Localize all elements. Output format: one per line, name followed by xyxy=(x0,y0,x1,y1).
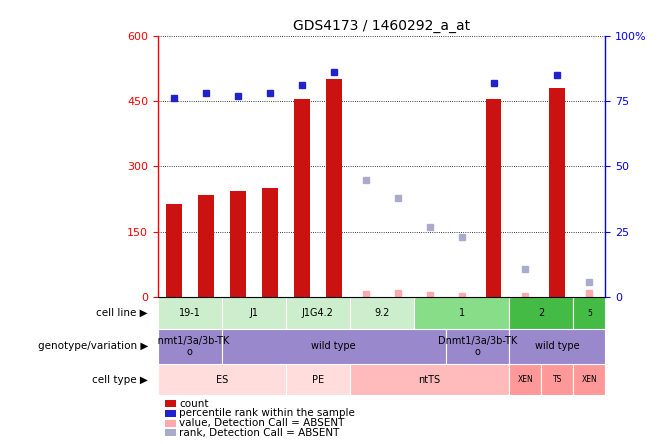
Bar xyxy=(486,99,501,297)
Bar xyxy=(414,297,509,329)
Text: XEN: XEN xyxy=(518,375,534,384)
Bar xyxy=(349,36,382,297)
Bar xyxy=(509,364,542,395)
Text: TS: TS xyxy=(617,375,626,384)
Text: XEN: XEN xyxy=(582,375,597,384)
Bar xyxy=(286,364,349,395)
Text: percentile rank within the sample: percentile rank within the sample xyxy=(179,408,355,418)
Bar xyxy=(158,36,190,297)
Bar xyxy=(478,36,509,297)
Bar xyxy=(230,190,246,297)
Bar xyxy=(573,36,605,297)
Bar xyxy=(158,364,286,395)
Text: Dnmt1/3a/3b-TK
o: Dnmt1/3a/3b-TK o xyxy=(150,336,230,357)
Text: wild type: wild type xyxy=(535,341,580,351)
Text: 5: 5 xyxy=(587,309,592,317)
Bar xyxy=(542,364,573,395)
Text: 2: 2 xyxy=(538,308,545,318)
Bar xyxy=(414,36,445,297)
Bar xyxy=(382,36,414,297)
Text: genotype/variation ▶: genotype/variation ▶ xyxy=(38,341,148,351)
Bar xyxy=(254,36,286,297)
Text: PE: PE xyxy=(312,375,324,385)
Title: GDS4173 / 1460292_a_at: GDS4173 / 1460292_a_at xyxy=(293,19,470,33)
Bar xyxy=(605,364,638,395)
Text: 1: 1 xyxy=(459,308,465,318)
Bar xyxy=(166,204,182,297)
Bar xyxy=(293,99,310,297)
Text: J1: J1 xyxy=(249,308,259,318)
Bar xyxy=(445,329,509,364)
Bar xyxy=(542,36,573,297)
Text: wild type: wild type xyxy=(311,341,356,351)
Bar xyxy=(349,364,509,395)
Text: 9.2: 9.2 xyxy=(374,308,390,318)
Bar xyxy=(222,36,254,297)
Text: rank, Detection Call = ABSENT: rank, Detection Call = ABSENT xyxy=(179,428,340,438)
Text: value, Detection Call = ABSENT: value, Detection Call = ABSENT xyxy=(179,418,344,428)
Bar xyxy=(158,297,222,329)
Bar xyxy=(222,329,445,364)
Text: count: count xyxy=(179,399,209,408)
Bar xyxy=(573,297,605,329)
Bar xyxy=(573,364,605,395)
Text: Dnmt1/3a/3b-TK
o: Dnmt1/3a/3b-TK o xyxy=(438,336,517,357)
Bar xyxy=(286,36,318,297)
Bar xyxy=(349,297,414,329)
Bar xyxy=(549,88,565,297)
Bar xyxy=(198,195,214,297)
Bar xyxy=(222,297,286,329)
Bar xyxy=(326,79,342,297)
Bar xyxy=(262,188,278,297)
Bar xyxy=(190,36,222,297)
Bar xyxy=(318,36,349,297)
Bar xyxy=(158,329,222,364)
Bar xyxy=(509,36,542,297)
Text: 19-1: 19-1 xyxy=(179,308,201,318)
Text: ES: ES xyxy=(216,375,228,385)
Text: J1G4.2: J1G4.2 xyxy=(302,308,334,318)
Text: TS: TS xyxy=(553,375,562,384)
Bar xyxy=(286,297,349,329)
Text: ntTS: ntTS xyxy=(418,375,441,385)
Text: cell line ▶: cell line ▶ xyxy=(97,308,148,318)
Bar xyxy=(509,297,573,329)
Bar xyxy=(445,36,478,297)
Text: cell type ▶: cell type ▶ xyxy=(92,375,148,385)
Bar xyxy=(509,329,605,364)
